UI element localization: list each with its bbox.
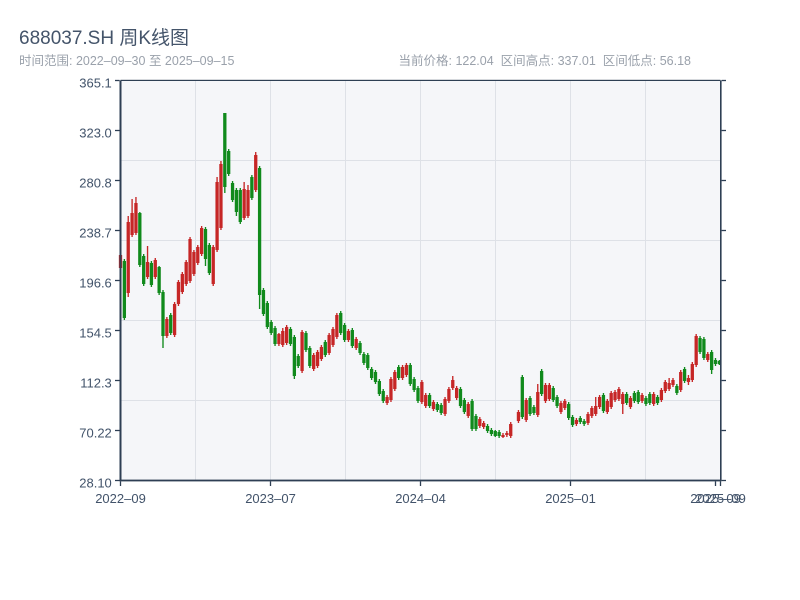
svg-text:196.6: 196.6: [79, 276, 112, 291]
svg-text:112.3: 112.3: [80, 376, 112, 391]
svg-text:238.7: 238.7: [79, 226, 112, 241]
svg-text:2025–01: 2025–01: [545, 491, 596, 506]
svg-text:28.10: 28.10: [79, 476, 112, 491]
svg-text:2025–09: 2025–09: [690, 491, 741, 506]
svg-text:280.8: 280.8: [79, 176, 112, 191]
svg-text:365.1: 365.1: [79, 76, 112, 91]
svg-text:70.22: 70.22: [79, 426, 112, 441]
svg-text:2022–09: 2022–09: [95, 491, 146, 506]
svg-text:154.5: 154.5: [79, 326, 112, 341]
svg-text:2025–09: 2025–09: [695, 491, 746, 506]
svg-text:2024–04: 2024–04: [395, 491, 446, 506]
svg-text:323.0: 323.0: [79, 126, 112, 141]
svg-text:2023–07: 2023–07: [245, 491, 296, 506]
